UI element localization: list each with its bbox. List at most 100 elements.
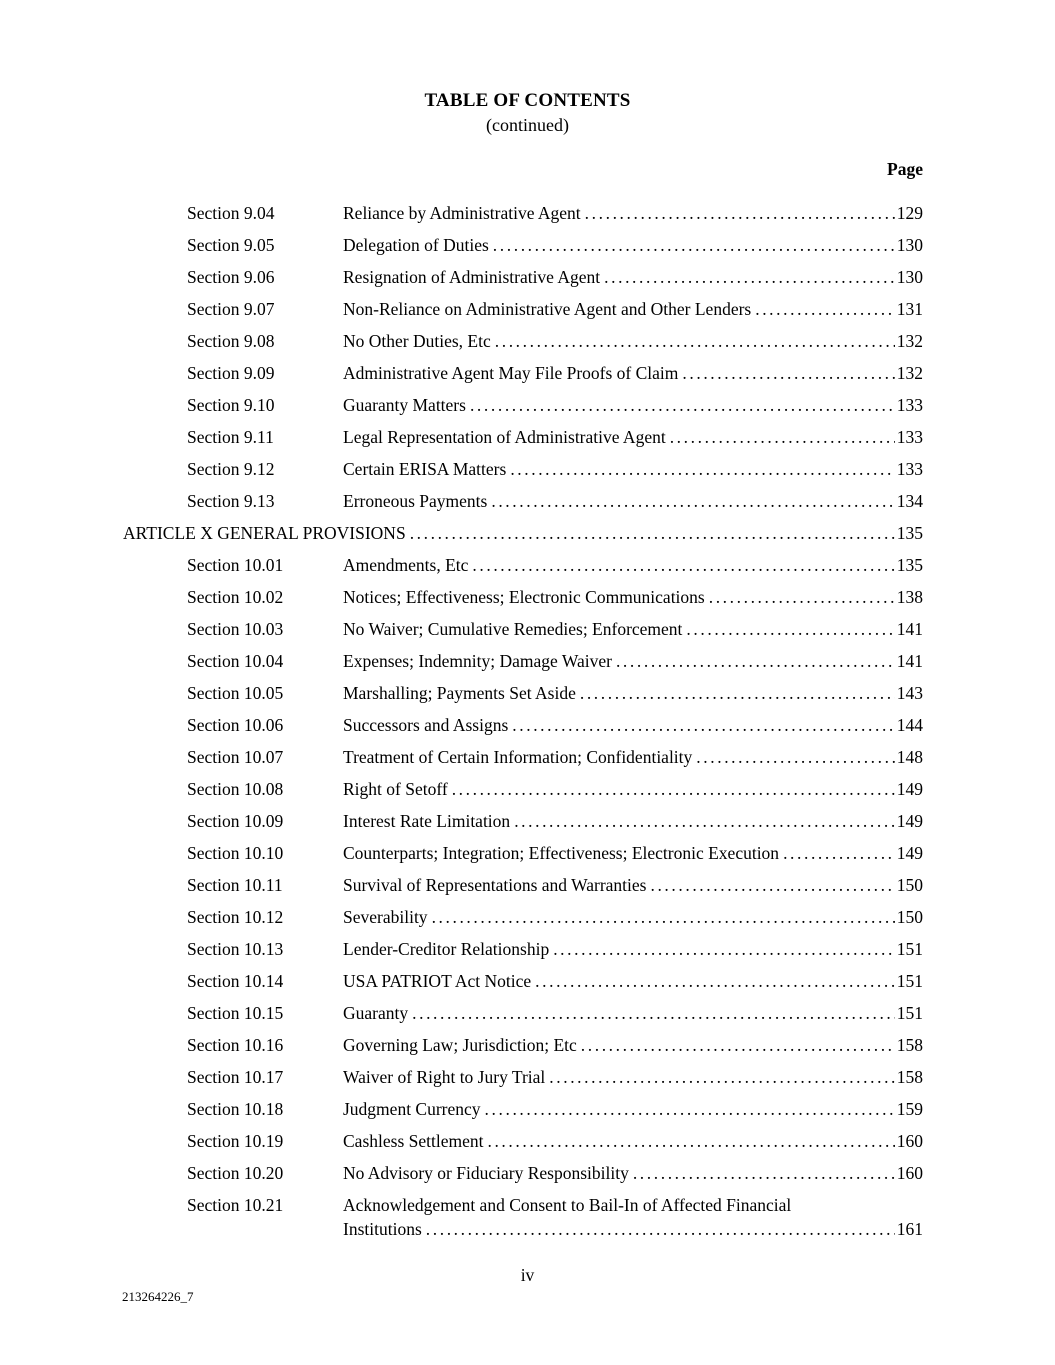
toc-article-row: ARTICLE X GENERAL PROVISIONS 135 <box>123 521 923 545</box>
toc-section-row: Section 9.13 Erroneous Payments 134 <box>123 489 923 513</box>
toc-section-row: Section 9.12 Certain ERISA Matters 133 <box>123 457 923 481</box>
dot-leader <box>549 1065 894 1089</box>
toc-page-number: 133 <box>896 395 923 415</box>
toc-entry-body: Guaranty 151 <box>343 1001 923 1025</box>
toc-entry-title: Certain ERISA Matters <box>343 459 507 479</box>
toc-section-row: Section 10.19 Cashless Settlement 160 <box>123 1129 923 1153</box>
toc-entry-title: Amendments, Etc <box>343 555 469 575</box>
toc-page-number: 150 <box>896 907 923 927</box>
toc-page-number: 138 <box>896 587 923 607</box>
toc-section-label: Section 9.05 <box>187 235 275 255</box>
toc-section-row: Section 10.02 Notices; Effectiveness; Ele… <box>123 585 923 609</box>
toc-entry-title: Marshalling; Payments Set Aside <box>343 683 576 703</box>
page-subtitle: (continued) <box>486 115 569 135</box>
toc-entry-line: Resignation of Administrative Agent 130 <box>343 265 923 289</box>
toc-section-label: Section 9.08 <box>187 331 275 351</box>
toc-page-number: 130 <box>896 235 923 255</box>
dot-leader <box>580 681 895 705</box>
toc-page-number: 161 <box>896 1219 923 1239</box>
toc-section-label: Section 10.03 <box>187 619 284 639</box>
toc-page-number: 150 <box>896 875 923 895</box>
toc-section-row: Section 10.21 Acknowledgement and Consent… <box>123 1193 923 1241</box>
toc-page-number: 159 <box>896 1099 923 1119</box>
dot-leader <box>491 489 894 513</box>
toc-page-number: 149 <box>896 779 923 799</box>
toc-entry-title: USA PATRIOT Act Notice <box>343 971 532 991</box>
toc-section-row: Section 9.11 Legal Representation of Admi… <box>123 425 923 449</box>
toc-section-label: Section 10.01 <box>187 555 284 575</box>
toc-page-number: 144 <box>896 715 923 735</box>
toc-entry-body: Successors and Assigns 144 <box>343 713 923 737</box>
toc-entry-line: Delegation of Duties 130 <box>343 233 923 257</box>
toc-entry-line: Reliance by Administrative Agent 129 <box>343 201 923 225</box>
toc-section-label: Section 10.08 <box>187 779 284 799</box>
toc-page-number: 151 <box>896 939 923 959</box>
toc-section-row: Section 9.05 Delegation of Duties 130 <box>123 233 923 257</box>
toc-section-label: Section 10.02 <box>187 587 284 607</box>
toc-page-number: 134 <box>896 491 923 511</box>
toc-page-number: 129 <box>896 203 923 223</box>
toc-page-number: 149 <box>896 843 923 863</box>
dot-leader <box>512 713 894 737</box>
toc-entry-title: Lender-Creditor Relationship <box>343 939 550 959</box>
toc-entry-body: Erroneous Payments 134 <box>343 489 923 513</box>
toc-entry-body: Waiver of Right to Jury Trial 158 <box>343 1065 923 1089</box>
dot-leader <box>495 329 895 353</box>
dot-leader <box>650 873 894 897</box>
toc-section-row: Section 9.07 Non-Reliance on Administrati… <box>123 297 923 321</box>
toc-page-number: 135 <box>896 555 923 575</box>
page-column-label: Page <box>887 159 923 179</box>
toc-section-label: Section 9.10 <box>187 395 275 415</box>
toc-page-number: 132 <box>896 331 923 351</box>
toc-page-number: 141 <box>896 619 923 639</box>
toc-entry-body: Notices; Effectiveness; Electronic Commu… <box>343 585 923 609</box>
toc-entry-title: Erroneous Payments <box>343 491 488 511</box>
toc-section-row: Section 10.06 Successors and Assigns 144 <box>123 713 923 737</box>
dot-leader <box>410 521 895 545</box>
toc-entry-line: Marshalling; Payments Set Aside 143 <box>343 681 923 705</box>
toc-entry-body: Lender-Creditor Relationship 151 <box>343 937 923 961</box>
toc-entry-line: Lender-Creditor Relationship 151 <box>343 937 923 961</box>
toc-section-label: Section 10.07 <box>187 747 284 767</box>
toc-entry-line: USA PATRIOT Act Notice 151 <box>343 969 923 993</box>
toc-entry-line: Guaranty 151 <box>343 1001 923 1025</box>
toc-entry-title: Survival of Representations and Warranti… <box>343 875 647 895</box>
toc-entry-body: No Waiver; Cumulative Remedies; Enforcem… <box>343 617 923 641</box>
dot-leader <box>485 1097 895 1121</box>
toc-section-label: Section 9.11 <box>187 427 274 447</box>
toc-entry-body: ARTICLE X GENERAL PROVISIONS 135 <box>123 521 923 545</box>
toc-entry-body: Survival of Representations and Warranti… <box>343 873 923 897</box>
footer-document-id: 213264226_7 <box>122 1289 194 1304</box>
toc-section-row: Section 10.09 Interest Rate Limitation 149 <box>123 809 923 833</box>
dot-leader <box>783 841 895 865</box>
toc-page-number: 160 <box>896 1131 923 1151</box>
toc-section-label: Section 10.16 <box>187 1035 284 1055</box>
toc-section-row: Section 10.12 Severability 150 <box>123 905 923 929</box>
footer-page-number: iv <box>520 1265 535 1285</box>
dot-leader <box>755 297 895 321</box>
toc-entry-title-line1: Acknowledgement and Consent to Bail-In o… <box>343 1195 792 1215</box>
toc-section-row: Section 10.08 Right of Setoff 149 <box>123 777 923 801</box>
toc-page-number: 141 <box>896 651 923 671</box>
toc-entry-body: Severability 150 <box>343 905 923 929</box>
toc-entry-title: Notices; Effectiveness; Electronic Commu… <box>343 587 705 607</box>
toc-entry-line: Cashless Settlement 160 <box>343 1129 923 1153</box>
toc-entry-line: Certain ERISA Matters 133 <box>343 457 923 481</box>
toc-entry-title: Governing Law; Jurisdiction; Etc <box>343 1035 577 1055</box>
toc-page-number: 151 <box>896 1003 923 1023</box>
dot-leader <box>452 777 895 801</box>
dot-leader <box>553 937 895 961</box>
toc-entry-line: Counterparts; Integration; Effectiveness… <box>343 841 923 865</box>
toc-entry-line: Successors and Assigns 144 <box>343 713 923 737</box>
toc-entry-body: Amendments, Etc 135 <box>343 553 923 577</box>
toc-entry-body: Judgment Currency 159 <box>343 1097 923 1121</box>
toc-entry-body: Delegation of Duties 130 <box>343 233 923 257</box>
toc-entry-body: Right of Setoff 149 <box>343 777 923 801</box>
toc-entry-line: Amendments, Etc 135 <box>343 553 923 577</box>
toc-entry-line: No Other Duties, Etc 132 <box>343 329 923 353</box>
toc-section-label: Section 9.12 <box>187 459 275 479</box>
toc-entry-line: Interest Rate Limitation 149 <box>343 809 923 833</box>
toc-section-label: Section 10.04 <box>187 651 284 671</box>
toc-section-row: Section 9.08 No Other Duties, Etc 132 <box>123 329 923 353</box>
toc-list: Section 9.04 Reliance by Administrative A… <box>123 201 923 1249</box>
